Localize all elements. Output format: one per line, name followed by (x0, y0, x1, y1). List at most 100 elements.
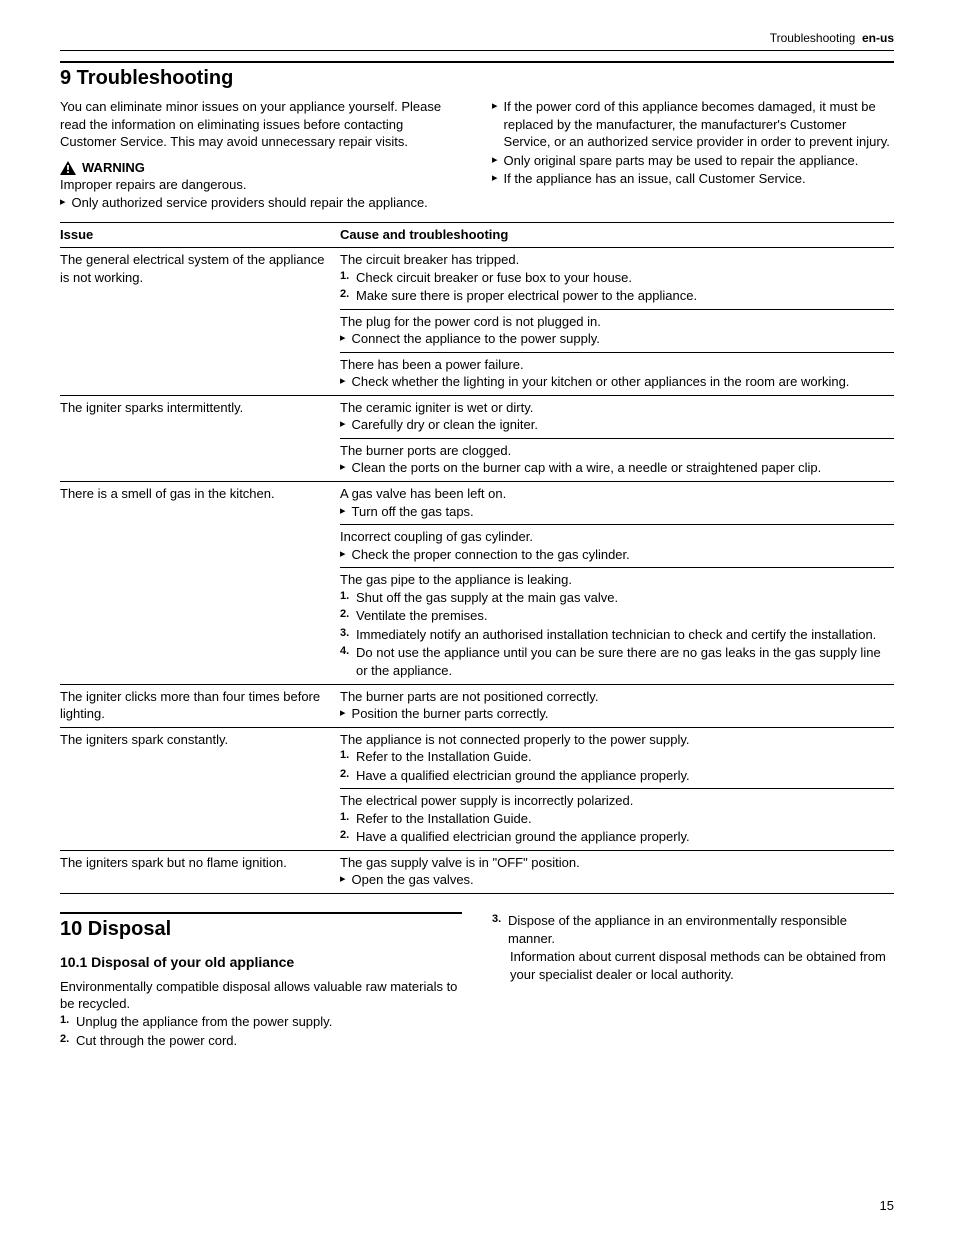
issue-cell: The igniters spark but no flame ignition… (60, 850, 340, 893)
bullet-item: Check the proper connection to the gas c… (340, 546, 888, 564)
cause-bullets: Position the burner parts correctly. (340, 705, 888, 723)
cause-lead: The circuit breaker has tripped. (340, 251, 888, 269)
section-rule (60, 61, 894, 63)
cause-steps: 1.Refer to the Installation Guide.2.Have… (340, 748, 888, 784)
warning-list-right: If the power cord of this appliance beco… (492, 98, 894, 188)
step-number: 2. (340, 828, 352, 843)
cause-steps: 1. Refer to the Installation Guide. 2. Have… (340, 810, 888, 846)
troubleshooting-table: Issue Cause and troubleshooting The gene… (60, 222, 894, 894)
header-rule (60, 50, 894, 51)
step-text: Have a qualified electrician ground the … (356, 767, 888, 785)
warning-label: WARNING (82, 159, 145, 177)
step-text: Check circuit breaker or fuse box to you… (356, 269, 888, 287)
issue-cell (60, 568, 340, 684)
step-text: Dispose of the appliance in an environme… (508, 912, 894, 947)
cause-cell: The appliance is not connected properly … (340, 727, 894, 789)
step-item: 2.Ventilate the premises. (340, 607, 888, 625)
cause-lead: The ceramic igniter is wet or dirty. (340, 399, 888, 417)
step-text: Cut through the power cord. (76, 1032, 462, 1050)
bullet-item: Connect the appliance to the power suppl… (340, 330, 888, 348)
step-item: 2.Cut through the power cord. (60, 1032, 462, 1050)
right-column: 3.Dispose of the appliance in an environ… (492, 912, 894, 1050)
bullet-text: Position the burner parts correctly. (352, 705, 888, 723)
warning-list-left: Only authorized service providers should… (60, 194, 462, 212)
step-item: 1. Check circuit breaker or fuse box to y… (340, 269, 888, 287)
cause-bullets: Open the gas valves. (340, 871, 888, 889)
cause-bullets: Connect the appliance to the power suppl… (340, 330, 888, 348)
cause-lead: The appliance is not connected properly … (340, 731, 888, 749)
bullet-text: Connect the appliance to the power suppl… (352, 330, 888, 348)
step-number: 1. (340, 810, 352, 825)
cause-cell: The burner ports are clogged.Clean the p… (340, 438, 894, 481)
warning-item-text: If the appliance has an issue, call Cust… (504, 170, 894, 188)
cause-steps: 1. Shut off the gas supply at the main ga… (340, 589, 888, 680)
step-item: 4.Do not use the appliance until you can… (340, 644, 888, 679)
step-item: 2. Make sure there is proper electrical p… (340, 287, 888, 305)
cause-cell: The gas pipe to the appliance is leaking… (340, 568, 894, 684)
step-item: 1.Unplug the appliance from the power su… (60, 1013, 462, 1031)
bullet-item: Clean the ports on the burner cap with a… (340, 459, 888, 477)
warning-heading: WARNING (60, 159, 462, 177)
disposal-steps-right: 3.Dispose of the appliance in an environ… (492, 912, 894, 947)
bullet-item: Carefully dry or clean the igniter. (340, 416, 888, 434)
cause-lead: The gas pipe to the appliance is leaking… (340, 571, 888, 589)
section-10-title: 10 Disposal (60, 916, 462, 943)
step-number: 1. (340, 748, 352, 763)
cause-lead: The electrical power supply is incorrect… (340, 792, 888, 810)
left-column: 10 Disposal 10.1 Disposal of your old ap… (60, 912, 462, 1050)
issue-cell: The igniter sparks intermittently. (60, 395, 340, 438)
left-column: You can eliminate minor issues on your a… (60, 98, 462, 212)
step-text: Refer to the Installation Guide. (356, 810, 888, 828)
header-section: Troubleshooting (770, 31, 856, 45)
step-number: 2. (340, 607, 352, 622)
warning-icon (60, 161, 76, 175)
cause-lead: The gas supply valve is in "OFF" positio… (340, 854, 888, 872)
bullet-item: Turn off the gas taps. (340, 503, 888, 521)
issue-cell: There is a smell of gas in the kitchen. (60, 482, 340, 525)
step-text: Have a qualified electrician ground the … (356, 828, 888, 846)
cause-cell: The burner parts are not positioned corr… (340, 684, 894, 727)
step-item: 1. Refer to the Installation Guide. (340, 810, 888, 828)
header-lang: en-us (862, 31, 894, 45)
step-number: 3. (340, 626, 352, 641)
step-text: Shut off the gas supply at the main gas … (356, 589, 888, 607)
cause-cell: The electrical power supply is incorrect… (340, 789, 894, 851)
disposal-extra: Information about current disposal metho… (492, 948, 894, 983)
cause-cell: There has been a power failure.Check whe… (340, 352, 894, 395)
bullet-text: Check whether the lighting in your kitch… (352, 373, 888, 391)
cause-lead: The burner parts are not positioned corr… (340, 688, 888, 706)
bullet-text: Clean the ports on the burner cap with a… (352, 459, 888, 477)
section-rule (60, 912, 462, 914)
issue-cell (60, 525, 340, 568)
cause-cell: Incorrect coupling of gas cylinder.Check… (340, 525, 894, 568)
step-number: 1. (340, 269, 352, 284)
step-number: 2. (340, 287, 352, 302)
bullet-text: Turn off the gas taps. (352, 503, 888, 521)
cause-lead: The plug for the power cord is not plugg… (340, 313, 888, 331)
step-item: 1. Shut off the gas supply at the main ga… (340, 589, 888, 607)
warning-item-text: Only authorized service providers should… (72, 194, 462, 212)
section-9-intro-columns: You can eliminate minor issues on your a… (60, 98, 894, 212)
cause-lead: The burner ports are clogged. (340, 442, 888, 460)
issue-cell: The igniters spark constantly. (60, 727, 340, 789)
cause-bullets: Check the proper connection to the gas c… (340, 546, 888, 564)
step-number: 1. (340, 589, 352, 604)
issue-cell (60, 352, 340, 395)
section-9-title: 9 Troubleshooting (60, 65, 894, 92)
cause-steps: 1. Check circuit breaker or fuse box to y… (340, 269, 888, 305)
issue-cell (60, 789, 340, 851)
warning-item: Only original spare parts may be used to… (492, 152, 894, 170)
warning-item-text: Only original spare parts may be used to… (504, 152, 894, 170)
warning-item: If the power cord of this appliance beco… (492, 98, 894, 151)
page-number: 15 (880, 1197, 894, 1215)
section-10-1-title: 10.1 Disposal of your old appliance (60, 953, 462, 972)
cause-cell: A gas valve has been left on.Turn off th… (340, 482, 894, 525)
step-item: 1.Refer to the Installation Guide. (340, 748, 888, 766)
step-item: 3.Dispose of the appliance in an environ… (492, 912, 894, 947)
cause-lead: There has been a power failure. (340, 356, 888, 374)
cause-cell: The gas supply valve is in "OFF" positio… (340, 850, 894, 893)
step-text: Immediately notify an authorised install… (356, 626, 888, 644)
bullet-item: Open the gas valves. (340, 871, 888, 889)
cause-cell: The ceramic igniter is wet or dirty.Care… (340, 395, 894, 438)
step-text: Make sure there is proper electrical pow… (356, 287, 888, 305)
